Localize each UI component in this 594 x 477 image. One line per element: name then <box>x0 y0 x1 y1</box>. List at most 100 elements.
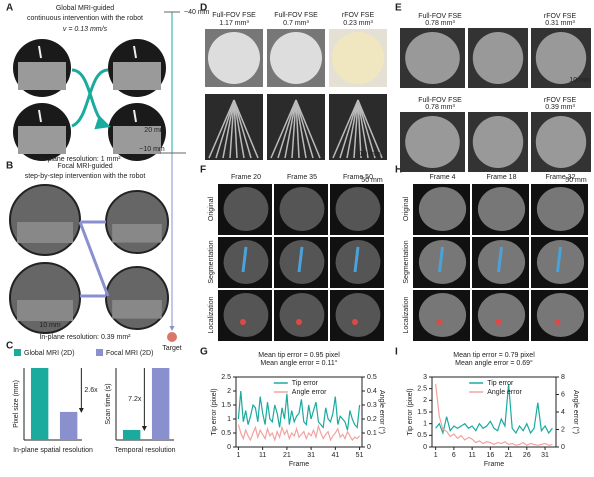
chart-subtitle: Mean angle error = 0.11° <box>260 359 337 367</box>
needle <box>133 109 137 123</box>
frame-label: Frame 4 <box>429 174 455 181</box>
x-tick-label: 31 <box>307 452 315 459</box>
x-axis-label: In-plane spatial resolution <box>13 447 93 454</box>
x-tick-label: 11 <box>259 452 266 459</box>
data-line <box>435 383 553 446</box>
annotation: 7.2x <box>128 396 142 403</box>
y-tick-label: 1.5 <box>417 409 427 416</box>
fan-line <box>229 99 235 159</box>
mri-image <box>105 266 169 330</box>
segmentation <box>241 246 248 273</box>
panel-letter: I <box>395 347 398 358</box>
panel-letter: D <box>200 3 207 14</box>
annotation: 2.6x <box>84 387 98 394</box>
x-tick-label: 16 <box>486 452 494 459</box>
y-tick-label: 3 <box>423 374 427 381</box>
resolution-label: In-plane resolution: 1 mm² <box>39 156 121 163</box>
fan-line <box>208 99 235 159</box>
phantom <box>112 224 162 243</box>
y2-tick-label: 6 <box>561 391 565 398</box>
segmentation <box>438 246 444 273</box>
anatomy <box>418 240 467 284</box>
fan-line <box>295 99 300 159</box>
distance-label: ~40 mm <box>184 9 210 16</box>
fan-line <box>353 99 359 159</box>
x-tick-label: 1 <box>434 452 438 459</box>
segmentation <box>556 246 562 273</box>
chart-title: Mean tip error = 0.95 pixel <box>258 352 340 359</box>
fan-line <box>357 99 362 159</box>
fan-line <box>357 99 383 159</box>
y-tick-label: 1.5 <box>221 402 231 409</box>
scale-bar-label: 10 mm <box>39 322 61 329</box>
y2-tick-label: 0.1 <box>367 430 377 437</box>
localization <box>240 319 246 325</box>
segmentation <box>497 246 503 273</box>
x-tick-label: 11 <box>468 452 475 459</box>
column-heading: 0.31 mm³ <box>545 20 575 27</box>
frame-label: Frame 50 <box>343 174 373 181</box>
anatomy <box>477 187 526 231</box>
needle <box>38 45 42 59</box>
phantom <box>113 126 161 154</box>
anatomy <box>418 293 467 337</box>
x-tick-label: 41 <box>331 452 339 459</box>
anatomy <box>279 187 325 231</box>
distance-label: ~10 mm <box>139 146 165 153</box>
panel-subtitle: step-by-step intervention with the robot <box>25 173 146 180</box>
panel-letter: B <box>6 161 13 172</box>
anatomy <box>223 293 269 337</box>
y2-tick-label: 0.5 <box>367 374 377 381</box>
column-heading: Full-FOV FSE <box>212 12 256 19</box>
anatomy <box>223 187 269 231</box>
frame-label: Frame 20 <box>231 174 261 181</box>
fan-line <box>332 99 359 159</box>
fan-line <box>233 99 252 159</box>
row-label: Segmentation <box>403 240 410 283</box>
y-tick-label: 2.5 <box>221 374 231 381</box>
fan-line <box>233 99 238 159</box>
data-line <box>435 383 553 436</box>
fan-line <box>339 99 359 159</box>
phantom <box>270 32 322 84</box>
y2-axis-label: Angle error (°) <box>378 390 386 434</box>
fan-line <box>295 99 307 159</box>
anatomy <box>477 240 526 284</box>
localization <box>352 319 358 325</box>
target-label: Target <box>162 345 182 352</box>
phantom <box>112 300 162 319</box>
anatomy <box>279 240 325 284</box>
panel-letter: A <box>6 3 13 14</box>
panel-letter: H <box>395 165 402 176</box>
brain <box>472 32 524 84</box>
row-label: Localization <box>403 296 410 333</box>
y-tick-label: 0.5 <box>417 432 427 439</box>
x-tick-label: 21 <box>283 452 291 459</box>
row-label: Original <box>403 196 410 221</box>
x-tick-label: 6 <box>452 452 456 459</box>
anatomy <box>223 240 269 284</box>
column-heading: 0.7 mm³ <box>283 20 309 27</box>
y-axis-label: Tip error (pixel) <box>211 388 218 435</box>
resolution-label: In-plane resolution: 0.39 mm² <box>39 334 131 341</box>
scale-bar-label: 20 mm <box>144 127 166 134</box>
panel-letter: G <box>200 347 208 358</box>
segmentation <box>353 246 360 273</box>
bar <box>151 368 170 440</box>
anatomy <box>279 293 325 337</box>
column-heading: Full-FOV FSE <box>418 13 462 20</box>
panel-letter: F <box>200 165 206 176</box>
legend-swatch <box>96 349 103 356</box>
y-tick-label: 0 <box>227 444 231 451</box>
speed-label: v = 0.13 mm/s <box>63 26 108 33</box>
column-heading: rFOV FSE <box>342 12 375 19</box>
y-axis-label: Tip error (pixel) <box>407 388 414 435</box>
legend-label: Angle error <box>487 389 522 396</box>
localization <box>495 319 502 325</box>
column-heading: 0.23 mm³ <box>343 20 373 27</box>
panel-title: Focal MRI-guided <box>57 163 112 170</box>
y2-tick-label: 0.3 <box>367 402 377 409</box>
fan-line <box>222 99 235 159</box>
phantom <box>208 32 260 84</box>
